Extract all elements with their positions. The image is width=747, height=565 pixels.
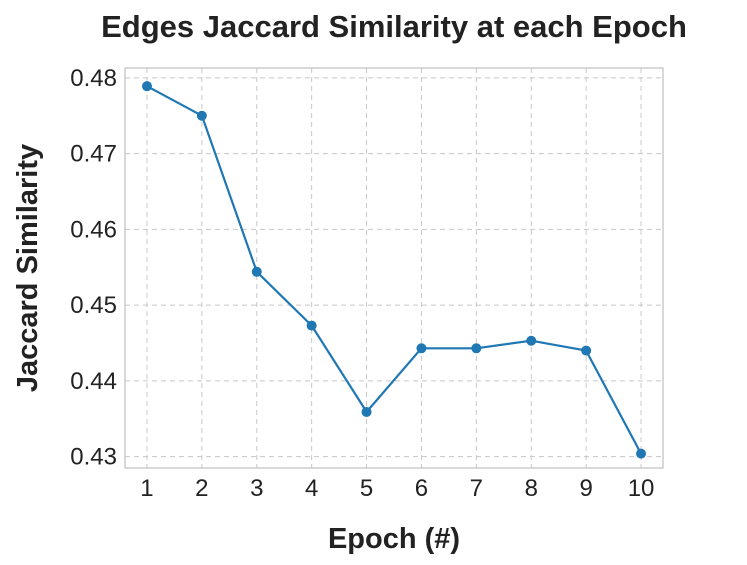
y-axis-ticks: 0.43 0.44 0.45 0.46 0.47 0.48 [70,65,117,471]
x-tick-label: 9 [579,475,592,502]
data-point-epoch-9 [581,345,592,356]
y-tick-label: 0.47 [70,141,117,168]
x-tick-label: 8 [525,475,538,502]
x-tick-label: 5 [360,475,373,502]
x-axis-ticks: 1 2 3 4 5 6 7 8 9 10 [140,475,654,502]
y-tick-label: 0.44 [70,368,117,395]
chart-title: Edges Jaccard Similarity at each Epoch [101,9,687,44]
data-point-epoch-5 [361,406,372,417]
x-tick-label: 1 [140,475,153,502]
y-axis-label: Jaccard Similarity [12,144,44,392]
y-tick-label: 0.43 [70,444,117,471]
x-tick-label: 10 [628,475,655,502]
x-tick-label: 3 [250,475,263,502]
data-point-epoch-3 [251,266,262,277]
y-tick-label: 0.48 [70,65,117,92]
x-axis-label: Epoch (#) [328,523,460,555]
data-point-epoch-10 [636,448,647,459]
y-tick-label: 0.46 [70,216,117,243]
plot-frame [124,67,664,469]
x-tick-label: 6 [415,475,428,502]
data-point-epoch-1 [141,81,152,92]
x-tick-label: 4 [305,475,318,502]
x-tick-label: 2 [195,475,208,502]
series-line-1 [146,85,642,455]
grid [125,68,663,468]
data-point-epoch-6 [416,343,427,354]
data-point-epoch-7 [471,343,482,354]
data-point-epoch-8 [526,335,537,346]
x-tick-label: 7 [470,475,483,502]
y-tick-label: 0.45 [70,292,117,319]
data-point-epoch-2 [196,110,207,121]
series-layer [141,81,647,459]
data-point-epoch-4 [306,320,317,331]
